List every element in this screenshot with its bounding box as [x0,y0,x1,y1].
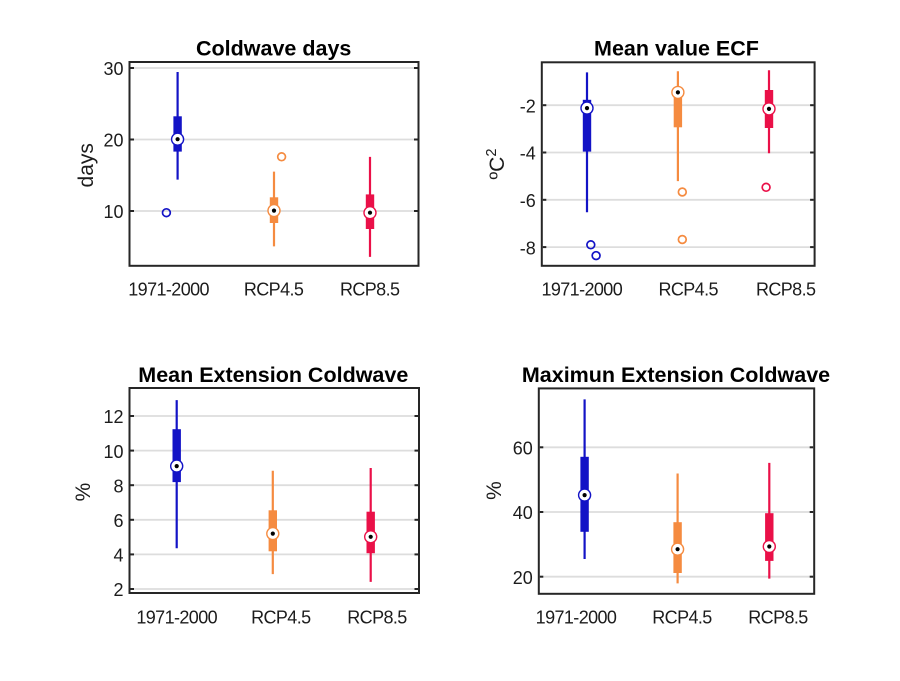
svg-text:RCP4.5: RCP4.5 [244,280,304,300]
svg-text:-8: -8 [520,238,536,258]
svg-text:%: % [483,481,506,500]
svg-text:RCP8.5: RCP8.5 [756,280,816,300]
svg-text:Mean Extension Coldwave: Mean Extension Coldwave [138,363,408,387]
svg-text:40: 40 [513,503,533,523]
svg-text:-4: -4 [520,144,536,164]
svg-text:-6: -6 [520,191,536,211]
svg-text:4: 4 [113,546,123,566]
svg-text:Coldwave days: Coldwave days [196,37,351,61]
svg-text:10: 10 [103,442,123,462]
svg-text:RCP8.5: RCP8.5 [748,607,808,627]
svg-text:-2: -2 [520,96,536,116]
svg-text:RCP8.5: RCP8.5 [347,607,407,627]
svg-text:RCP4.5: RCP4.5 [652,607,712,627]
svg-text:RCP8.5: RCP8.5 [340,280,400,300]
svg-text:1971-2000: 1971-2000 [136,607,217,627]
svg-text:20: 20 [103,131,123,151]
svg-text:1971-2000: 1971-2000 [128,280,209,300]
svg-text:8: 8 [113,476,123,496]
svg-text:Maximun Extension Coldwave: Maximun Extension Coldwave [522,363,830,387]
svg-text:1971-2000: 1971-2000 [536,607,617,627]
svg-text:10: 10 [103,202,123,222]
svg-text:days: days [75,143,98,187]
svg-text:RCP4.5: RCP4.5 [658,280,718,300]
svg-text:%: % [72,483,95,502]
svg-text:60: 60 [513,439,533,459]
svg-text:12: 12 [103,407,123,427]
svg-text:Mean value ECF: Mean value ECF [594,37,759,61]
svg-text:6: 6 [113,511,123,531]
svg-text:2: 2 [113,580,123,600]
svg-text:1971-2000: 1971-2000 [541,280,622,300]
svg-text:30: 30 [103,59,123,79]
svg-text:20: 20 [513,568,533,588]
svg-text:RCP4.5: RCP4.5 [251,607,311,627]
